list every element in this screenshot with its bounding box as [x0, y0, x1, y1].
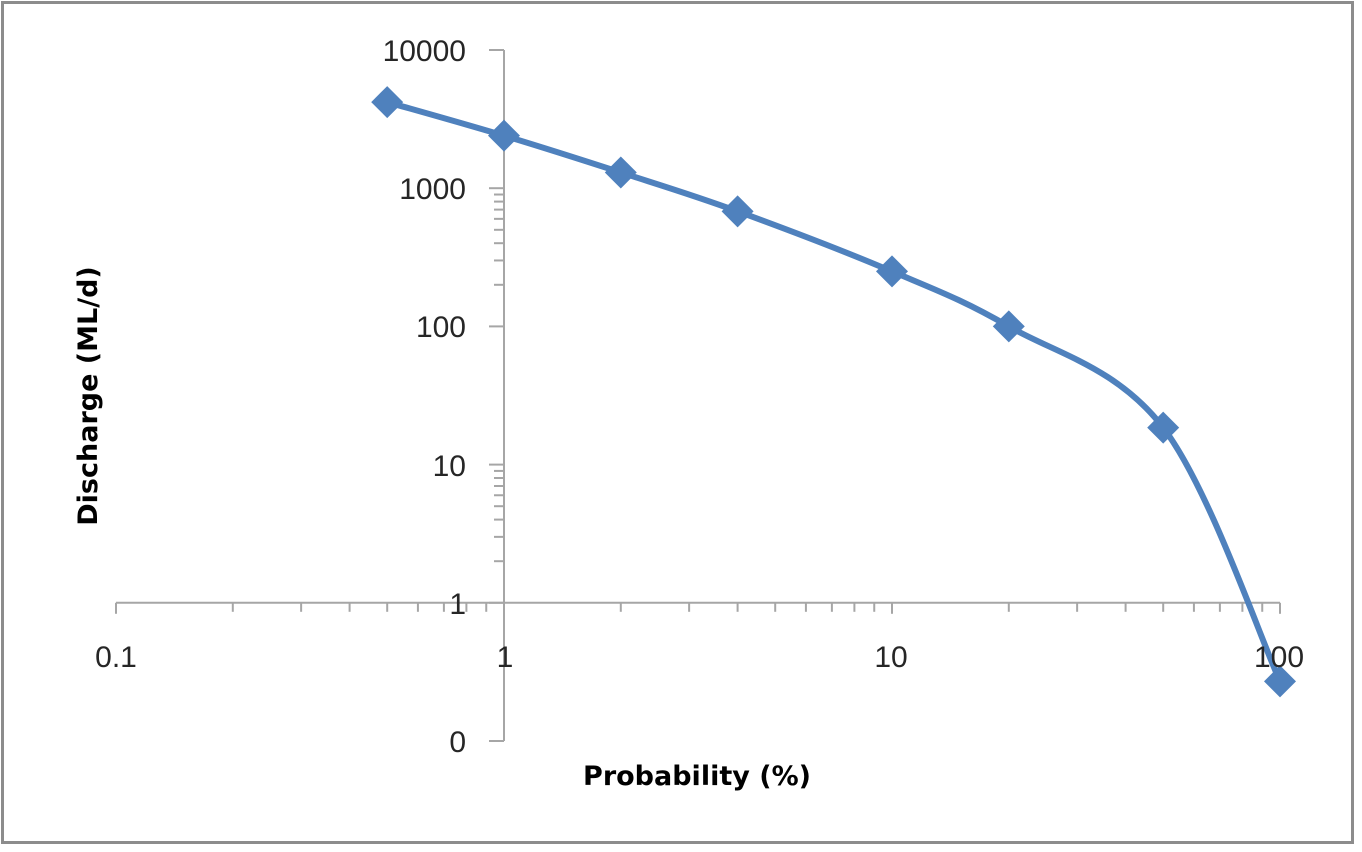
diamond-marker-icon — [992, 310, 1025, 343]
series-line — [384, 99, 1283, 685]
y-tick-10: 10 — [433, 450, 466, 483]
diamond-marker-icon — [371, 86, 404, 119]
axes — [115, 49, 1281, 742]
x-tick-0-1: 0.1 — [95, 641, 137, 674]
x-tick-1: 1 — [497, 641, 514, 674]
y-tick-100: 100 — [416, 311, 466, 344]
diamond-marker-icon — [876, 255, 908, 288]
diamond-marker-icon — [721, 195, 754, 228]
x-axis-title: Probability (%) — [583, 761, 811, 792]
x-tick-10: 10 — [874, 641, 907, 674]
diamond-marker-icon — [604, 156, 637, 189]
y-tick-0: 0 — [449, 726, 466, 759]
series-discharge — [371, 86, 1296, 698]
y-tick-1000: 1000 — [399, 173, 466, 206]
y-tick-1: 1 — [449, 588, 466, 621]
y-axis-title: Discharge (ML/d) — [73, 266, 104, 525]
diamond-marker-icon — [488, 119, 520, 152]
y-tick-10000: 10000 — [383, 35, 466, 68]
x-tick-100: 100 — [1254, 641, 1304, 674]
tick-labels: 10000 1000 100 10 1 0 0.1 1 10 100 Proba… — [73, 35, 1304, 792]
diamond-marker-icon — [1264, 665, 1296, 698]
diamond-marker-icon — [1147, 411, 1180, 444]
